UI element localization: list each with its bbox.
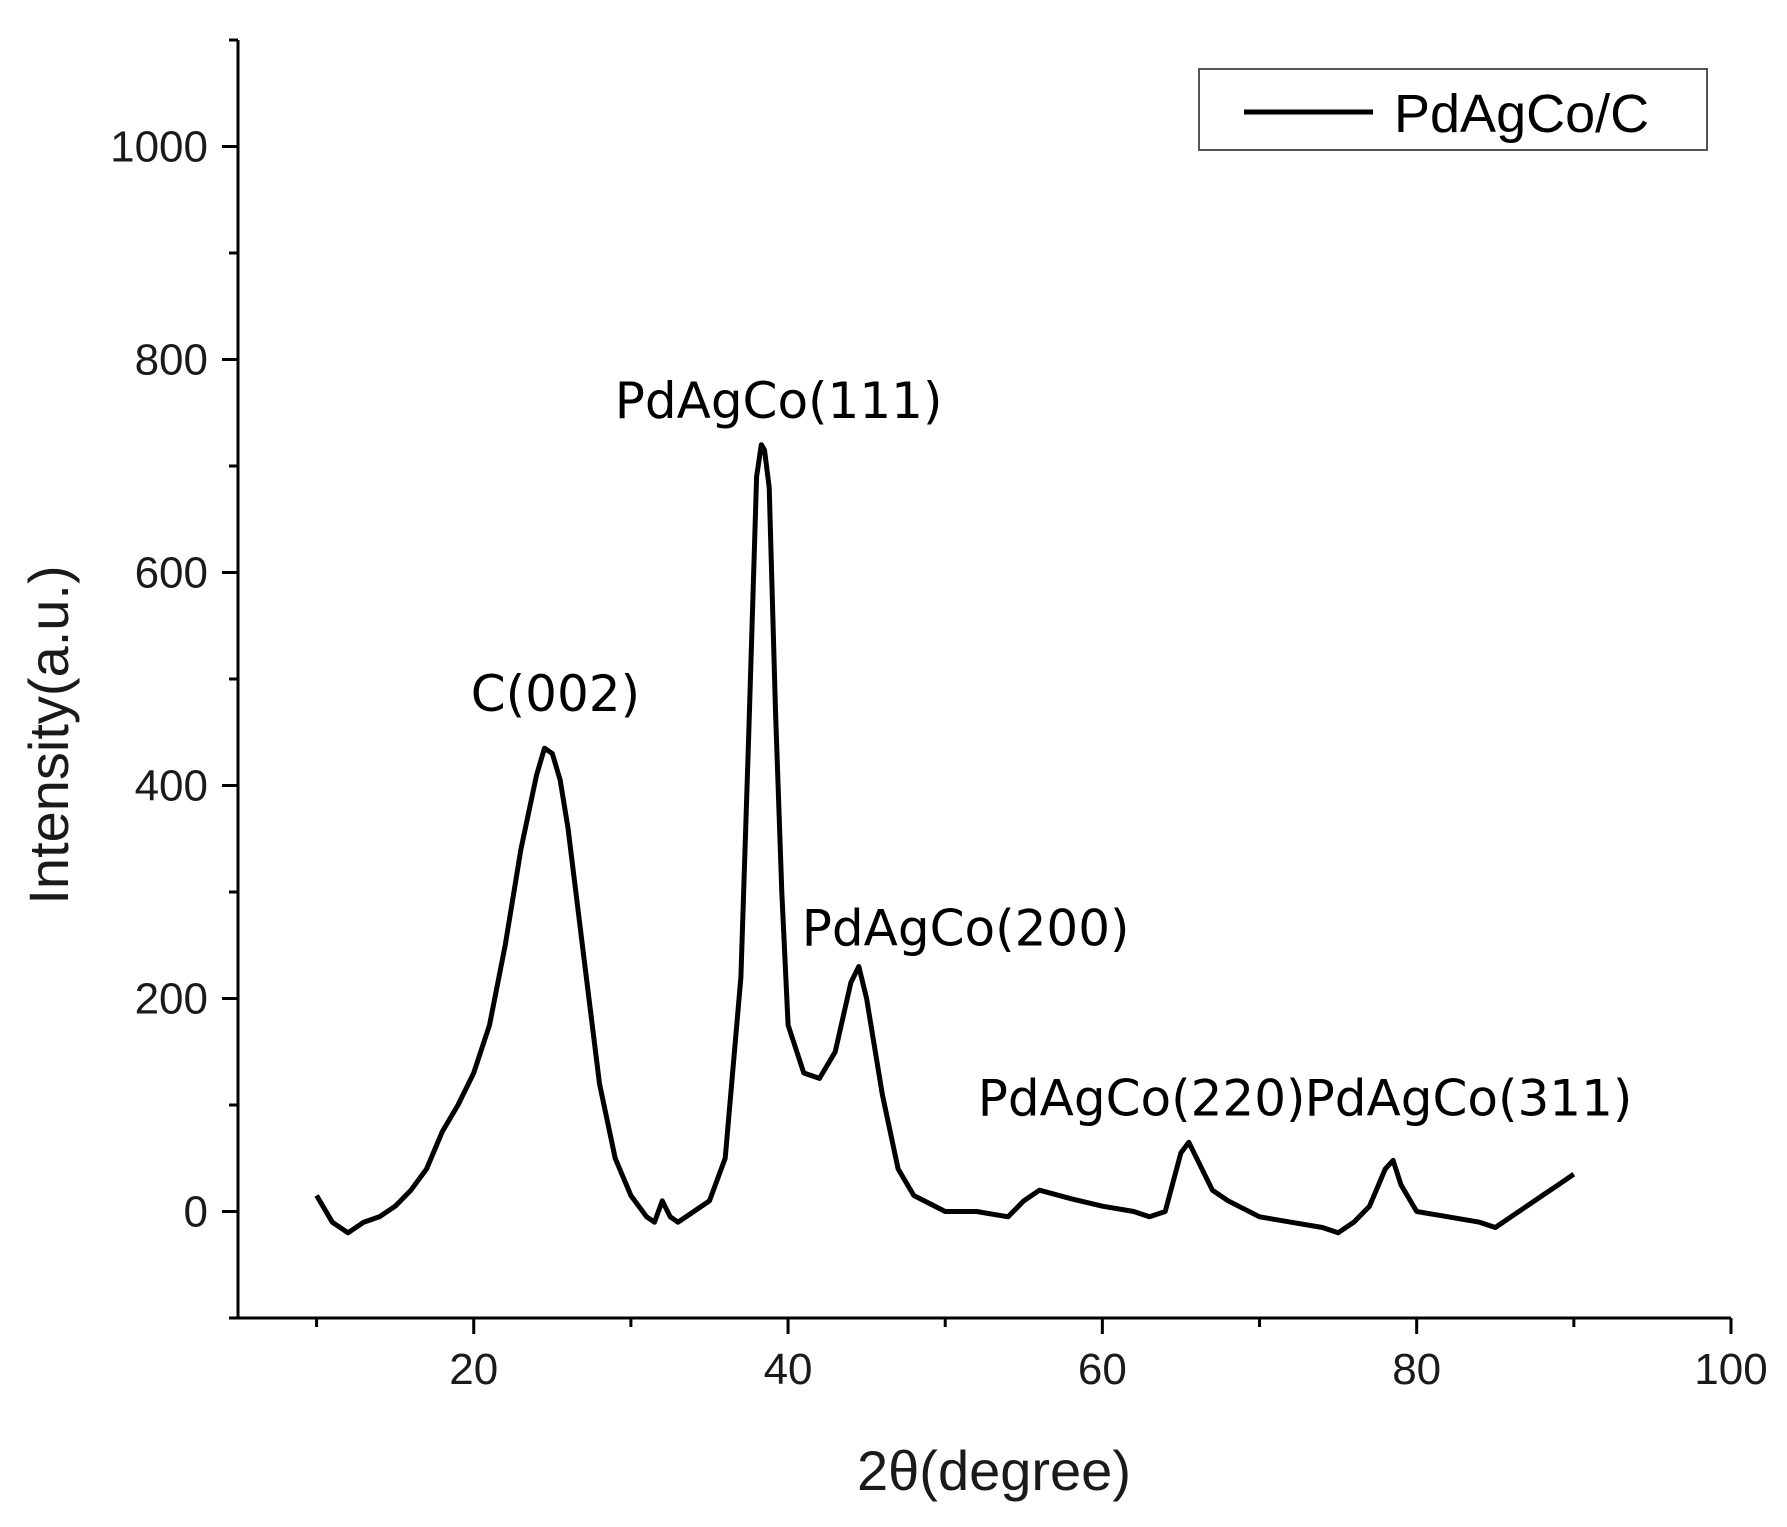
x-axis-ticks: 20 40 60 80 100 [315,1318,1768,1394]
series-line-pdagco-c [314,442,1576,1236]
x-tick-label: 100 [1694,1345,1767,1394]
y-tick-label: 0 [184,1188,208,1237]
x-tick-label: 80 [1392,1345,1441,1394]
series-group [314,442,1576,1236]
peak-label: PdAgCo(311) [1305,1070,1633,1128]
y-tick-label: 600 [135,549,208,598]
peak-label: C(002) [471,665,640,723]
y-tick-label: 200 [135,975,208,1024]
legend-entry-pdagco-c: PdAgCo/C [1394,84,1649,144]
y-tick-label: 400 [135,762,208,811]
x-axis-label: 2θ(degree) [857,1439,1131,1502]
peak-label: PdAgCo(200) [802,899,1130,957]
y-tick-label: 1000 [110,123,208,172]
y-axis-label: Intensity(a.u.) [17,565,80,904]
y-axis-ticks: 0 200 400 600 800 1000 [110,38,238,1320]
legend: PdAgCo/C [1198,68,1708,151]
x-tick-label: 40 [764,1345,813,1394]
peak-annotations: C(002) PdAgCo(111) PdAgCo(200) PdAgCo(220) P… [471,372,1633,1128]
peak-label: PdAgCo(220) [978,1070,1306,1128]
x-tick-label: 20 [449,1345,498,1394]
x-tick-label: 60 [1078,1345,1127,1394]
y-tick-label: 800 [135,336,208,385]
peak-label: PdAgCo(111) [615,372,943,430]
